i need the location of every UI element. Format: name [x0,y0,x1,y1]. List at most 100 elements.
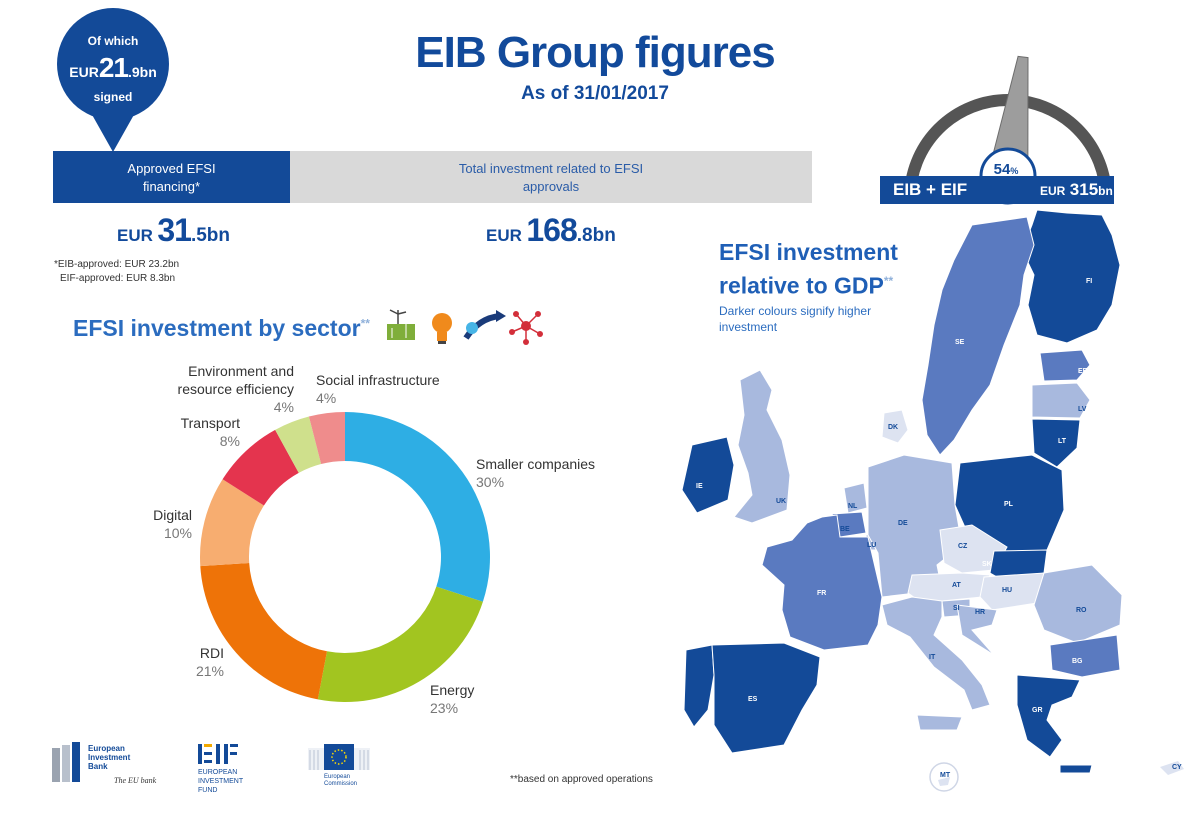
label-social-name: Social infrastructure [316,372,440,388]
map-title-line1: EFSI investment [719,239,898,265]
label-digital-name: Digital [153,507,192,523]
country-dk [881,409,909,444]
total-investment-bar: Total investment related to EFSI approva… [290,151,812,203]
country-mt [929,762,959,792]
gauge-bar [880,176,1114,204]
note-line2: EIF-approved: EUR 8.3bn [60,273,176,284]
donut-slice-rdi [200,563,328,700]
map-label-se: SE [955,339,965,346]
approval-note: *EIB-approved: EUR 23.2bn EIF-approved: … [54,258,179,286]
gauge-amount: 315 [1069,180,1099,199]
country-se [921,216,1035,456]
label-environment-pct: 4% [273,399,294,415]
label-smaller-companies: Smaller companies 30% [476,455,595,491]
country-uk [733,369,791,524]
map-label-pt: PT [816,692,826,699]
page-title: EIB Group figures [415,28,775,77]
map-sub-line1: Darker colours signify higher [719,304,872,318]
map-label-mt: MT [940,772,951,779]
eib-line3: Bank [88,762,108,771]
pin-amount: EUR21.9bn [56,52,170,84]
map-title-sup: ** [883,274,894,288]
map-label-si: SI [953,605,960,612]
gauge-right-label: EUR 315bn [1040,176,1113,205]
label-rdi-pct: 21% [195,663,224,679]
map-label-ie: IE [696,483,703,490]
efsi-amount: EUR 31.5bn [117,212,230,249]
map-label-pl: PL [1004,501,1014,508]
note-line1: *EIB-approved: EUR 23.2bn [54,259,180,270]
pin-bottom-text: signed [93,90,133,104]
approved-efsi-bar: Approved EFSI financing* [53,151,290,203]
map-title: EFSI investment relative to GDP** [719,238,898,301]
ec-line1: European [324,774,351,780]
label-environment-line2: resource efficiency [177,381,294,397]
map-label-hr: HR [975,609,985,616]
country-nl [843,482,868,514]
gauge-left-label: EIB + EIF [893,180,968,199]
pin-currency: EUR [69,64,99,80]
label-environment-line1: Environment and [188,363,294,379]
map-label-es: ES [748,696,758,703]
country-ie [681,436,735,514]
country-it [881,596,991,731]
gauge-unit: bn [1098,184,1113,198]
label-energy-name: Energy [430,682,475,698]
network-icon [509,311,543,345]
ec-logo: European Commission [308,742,378,792]
eib-line1: European [88,744,125,753]
label-social-pct: 4% [316,390,337,406]
donut-slice-social-infrastructure [308,412,345,465]
donut-slice-smaller-companies [345,412,490,602]
map-label-it: IT [929,654,936,661]
location-pin-icon [57,8,169,152]
transport-arrow-icon [463,310,506,340]
total-currency: EUR [486,226,522,245]
donut-slice-transport [222,429,299,506]
eif-line3: FUND [198,787,218,794]
map-label-nl: NL [848,503,858,510]
eib-logo-mark [52,742,80,782]
label-energy-pct: 23% [430,700,459,716]
eif-logo-mark [198,744,238,764]
label-digital-pct: 10% [163,525,192,541]
sector-title-sup: ** [360,316,370,331]
ec-logo-mark [308,744,370,770]
eib-logo: European Investment Bank The EU bank [52,742,182,792]
country-cy [1160,761,1184,775]
eif-line2: INVESTMENT [198,778,244,785]
country-es [711,642,821,754]
total-label-line2: approvals [522,179,580,194]
map-label-gr: GR [1032,707,1043,714]
country-fr [761,514,883,651]
efsi-label-line2: financing* [142,179,201,194]
map-label-lt: LT [1058,438,1067,445]
efsi-int: 31 [157,212,192,248]
label-environment: Environment and resource efficiency 4% [150,362,294,416]
country-hr [956,604,998,656]
total-label-line1: Total investment related to EFSI [458,161,644,176]
map-label-cz: CZ [958,543,968,550]
map-label-be: BE [840,526,850,533]
label-transport: Transport 8% [150,414,240,450]
donut-slice-environment-and-resource-efficiency [275,416,322,473]
europe-map: FI SE EE LV LT PL IE PT DK UK NL BE LU D… [681,209,1184,792]
country-hu [979,572,1045,611]
total-amount: EUR 168.8bn [486,212,616,249]
map-label-sk: SK [982,561,992,568]
page-subtitle: As of 31/01/2017 [521,83,669,104]
sector-donut-chart [200,412,490,702]
sector-title-text: EFSI investment by sector [73,315,361,341]
label-digital: Digital 10% [120,506,192,542]
eif-logo: EUROPEAN INVESTMENT FUND [198,744,288,794]
label-transport-pct: 8% [219,433,240,449]
map-label-fi: FI [1086,278,1092,285]
pin-amount-int: 21 [98,52,129,83]
pin-amount-dec: .9bn [127,64,157,80]
map-label-lv: LV [1078,406,1087,413]
label-energy: Energy 23% [430,681,474,717]
footnote: **based on approved operations [510,774,653,785]
pin-top-text: Of which [87,34,139,48]
label-transport-name: Transport [180,415,240,431]
map-title-line2: relative to GDP [719,272,884,299]
